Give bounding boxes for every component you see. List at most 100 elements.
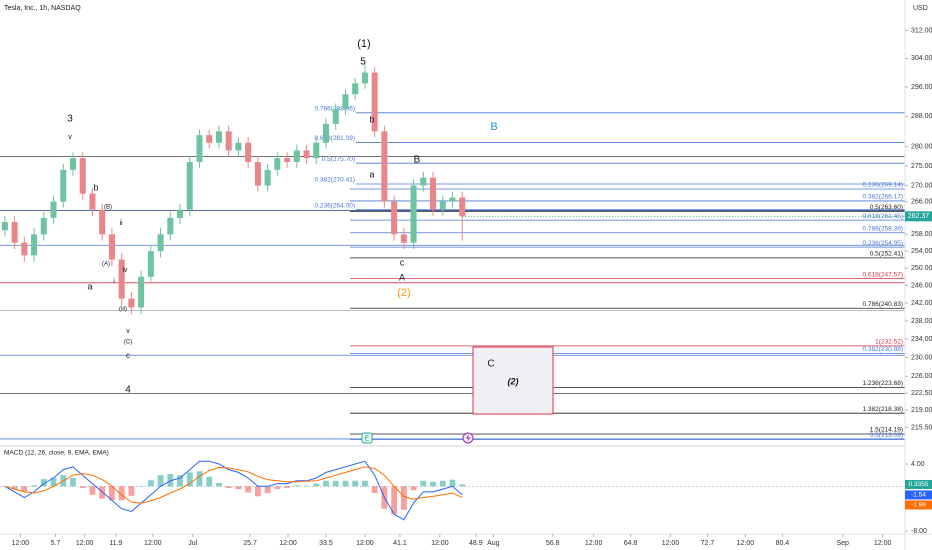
x-tick-label: 12:00 [874,540,892,547]
fib-label: 0.236(269.14) [863,182,903,189]
histogram-bar [177,475,183,487]
candle-body [410,185,417,243]
annotation: (C) [124,340,132,346]
candle-body [60,169,67,202]
annotation: ii [119,220,123,227]
candle-body [303,150,310,159]
candle-body [69,158,77,170]
fib-label: 0.5(213.09) [870,432,903,439]
earnings-marker[interactable] [361,432,373,444]
x-tick-label: Sep [836,540,849,547]
histogram-bar [352,480,359,487]
histogram-bar [371,486,378,494]
candle-body [177,209,184,218]
value-tag-label: -1.54 [911,492,926,499]
x-tick-label: 25.7 [243,540,257,547]
annotation: c [126,351,130,360]
candle-body [293,150,300,163]
y-tick-label: 288.00 [911,113,932,120]
histogram-bar [196,471,203,487]
currency: USD [913,5,928,12]
annotation: i [113,278,115,285]
histogram-bar [430,481,436,487]
indicator-title: MACD (12, 26, close, 9, EMA, EMA) [4,450,109,457]
histogram-bar [323,480,329,487]
fib-label: 1.382(218.38) [863,406,903,413]
histogram-bar [362,480,368,487]
x-tick-label: 12:00 [356,540,374,547]
histogram-bar [40,479,47,487]
annotation: a [87,281,92,291]
histogram-bar [89,486,96,495]
candle-body [361,72,368,84]
x-tick-label: 41.1 [393,540,407,547]
histogram-bar [293,485,300,487]
y-tick-label: -8.00 [911,528,927,535]
annotation: 5 [360,57,366,68]
candle-body [40,217,47,235]
y-tick-label: 312.00 [911,27,932,34]
candle-body [313,142,320,159]
annotation: v [126,328,130,335]
fib-label: 0.786(258.39) [863,225,903,232]
x-tick-label: 33.5 [319,540,333,547]
y-tick-label: 242.00 [911,300,932,307]
x-tick-label: 72.7 [701,540,715,547]
histogram-bar [138,486,145,487]
fib-label: 0.618(247.57) [863,271,903,278]
candle-body [391,201,398,235]
candle-body [264,169,271,186]
annotation: b [369,114,374,124]
value-tag [905,490,932,500]
candle-body [147,251,154,277]
fib-label: 0.5(275.70) [322,156,355,163]
fib-label: 0.382(266.17) [863,194,903,201]
y-tick-label: 219.00 [911,407,932,414]
y-tick-label: 250.00 [911,265,932,272]
histogram-bar [459,484,466,487]
candle-body [157,234,164,252]
histogram-bar [21,486,28,492]
annotation: (iii) [119,307,127,313]
histogram-bar [439,480,446,487]
y-tick-label: 266.00 [911,198,932,205]
annotation: C [487,359,494,370]
histogram-bar [147,480,154,487]
candle-body [167,217,174,235]
annotation: 3 [67,114,73,125]
fib-label: 1(232.52) [875,339,903,346]
histogram-bar [11,486,18,490]
earnings-marker-label: E [365,435,370,442]
x-tick-label: 12:00 [662,540,680,547]
histogram-bar [50,477,57,487]
annotation: (A) [102,262,110,268]
fib-label: 0.618(281.09) [315,135,355,142]
histogram-bar [216,482,222,487]
annotation: B [490,121,497,133]
candle-body [430,177,437,210]
annotation: b [93,182,98,192]
y-tick-label: 296.00 [911,84,932,91]
annotation: B [414,155,421,166]
x-tick-label: 11.9 [109,540,122,547]
candle-body [31,234,38,256]
candle-body [1,221,8,231]
candle-body [79,158,86,194]
fib-label: 0.236(254.95) [863,240,903,247]
candle-body [108,234,115,260]
fib-label: 0.382(230.88) [863,346,903,353]
histogram-bar [332,480,339,487]
histogram-bar [449,479,456,487]
x-tick-label: 12:00 [144,540,162,547]
fib-label: 0.382(270.41) [315,177,355,184]
candle-body [196,135,203,163]
y-tick-label: 270.00 [911,182,932,189]
candle-body [118,259,125,299]
annotation: c [400,257,405,267]
candle-body [274,158,281,170]
value-tag-label: 0.3355 [909,481,929,488]
value-tag-label: -1.98 [911,502,926,509]
annotation: A [399,272,405,282]
histogram-bar [186,472,193,487]
histogram-bar [108,486,115,501]
